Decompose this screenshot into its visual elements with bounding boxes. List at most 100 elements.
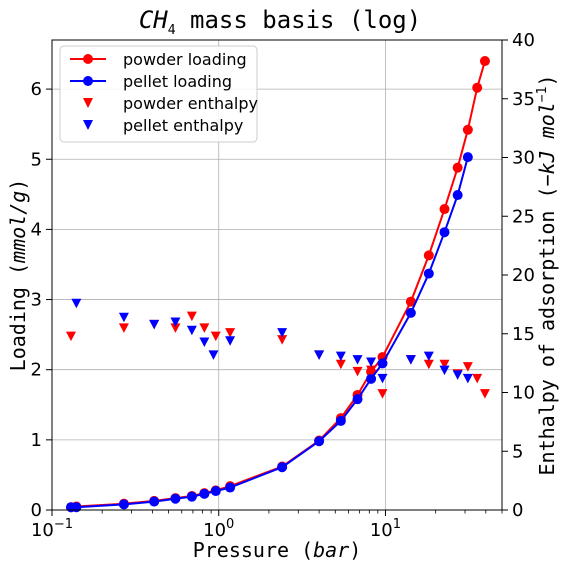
y-left-tick-label: 3 [31, 290, 42, 311]
y-left-tick-label: 1 [31, 430, 42, 451]
data-point-pellet-loading [186, 491, 197, 502]
y-axis-left-title-unit: mmol/g [6, 191, 30, 264]
data-point-pellet-enthalpy [423, 351, 434, 362]
y-left-tick-label: 4 [31, 219, 42, 240]
data-point-pellet-enthalpy [71, 298, 82, 309]
y-axis-left-title: Loading (mmol/g) [6, 179, 30, 372]
legend-label-pellet-enthalpy: pellet enthalpy [123, 116, 243, 135]
data-point-pellet-enthalpy [377, 373, 388, 384]
data-point-pellet-enthalpy [405, 355, 416, 365]
data-point-powder-loading [462, 124, 473, 135]
data-point-pellet-enthalpy [118, 312, 129, 323]
x-tick-base: 10 [203, 520, 226, 541]
y-right-tick-label: 20 [512, 265, 535, 286]
data-point-powder-enthalpy [199, 323, 210, 333]
data-point-powder-loading [472, 82, 483, 93]
data-point-pellet-loading [352, 394, 363, 405]
data-point-pellet-loading [210, 486, 221, 497]
data-point-pellet-loading [366, 373, 377, 384]
y-axis-right-title-text: Enthalpy of adsorption [535, 199, 559, 476]
y-right-tick-label: 15 [512, 324, 535, 345]
data-point-powder-loading [439, 204, 450, 215]
series-line-pellet-loading [71, 156, 469, 509]
y-right-tick-label: 35 [512, 89, 535, 110]
x-tick-exp: 0 [226, 517, 234, 532]
x-axis-title-open: ( [301, 538, 313, 562]
data-point-pellet-loading [71, 502, 82, 513]
data-point-pellet-enthalpy [314, 350, 325, 360]
data-point-powder-enthalpy [210, 331, 221, 342]
data-point-powder-enthalpy [277, 335, 288, 345]
y-axis-right-title-unit: kJ mol [535, 102, 559, 174]
chart-title-sub: 4 [168, 23, 176, 38]
x-tick-exp: 1 [393, 517, 401, 532]
data-point-powder-enthalpy [423, 359, 434, 370]
data-point-powder-loading [423, 250, 434, 261]
data-point-powder-enthalpy [170, 323, 181, 333]
data-point-pellet-enthalpy [352, 355, 363, 365]
y-left-tick-label: 5 [31, 149, 42, 170]
legend: powder loading pellet loading powder ent… [59, 45, 258, 143]
data-point-pellet-loading [405, 307, 416, 318]
y-axis-right-title: Enthalpy of adsorption (−kJ mol−1) [535, 75, 559, 476]
x-tick-label: 101 [370, 517, 401, 541]
y-axis-right-title-close: ) [535, 75, 559, 87]
legend-marker-pellet-enthalpy [83, 120, 93, 130]
chart-title: CH4 mass basis (log) [139, 6, 421, 38]
y-right-tick-label: 30 [512, 148, 535, 169]
data-point-powder-enthalpy [335, 359, 346, 370]
data-point-pellet-loading [149, 496, 160, 507]
x-axis-title-close: ) [349, 538, 361, 562]
data-point-powder-enthalpy [462, 362, 473, 372]
legend-box [59, 45, 258, 143]
chart-title-rest: mass basis (log) [176, 6, 422, 34]
y-axis-left-title-close: ) [6, 179, 30, 191]
data-point-powder-enthalpy [352, 366, 363, 377]
data-point-powder-enthalpy [366, 365, 377, 376]
data-point-powder-enthalpy [118, 323, 129, 333]
data-point-powder-loading [405, 296, 416, 307]
y-axis-right-title-open: ( [535, 187, 559, 199]
y-right-tick-label: 40 [512, 30, 535, 51]
data-point-powder-loading [452, 162, 463, 173]
series-pellet-enthalpy [71, 298, 473, 384]
y-right-tick-label: 10 [512, 383, 535, 404]
y-left-tick-label: 6 [31, 79, 42, 100]
data-point-pellet-enthalpy [199, 337, 210, 347]
y-axis-left-title-open: ( [6, 263, 30, 275]
legend-marker-powder-loading [83, 54, 93, 64]
y-axis-right-title-exp: −1 [535, 87, 550, 103]
data-point-pellet-enthalpy [452, 370, 463, 380]
x-tick-label: 100 [203, 517, 234, 541]
legend-marker-powder-enthalpy [83, 98, 93, 108]
data-point-pellet-enthalpy [186, 325, 197, 336]
data-point-pellet-loading [199, 488, 210, 499]
x-axis-title: Pressure (bar) [193, 538, 362, 562]
data-point-pellet-loading [335, 415, 346, 426]
data-point-pellet-enthalpy [335, 351, 346, 362]
x-tick-label: 10−1 [31, 517, 73, 541]
data-point-pellet-enthalpy [170, 317, 181, 327]
data-point-powder-enthalpy [479, 389, 490, 399]
data-point-pellet-loading [462, 152, 473, 163]
legend-label-powder-enthalpy: powder enthalpy [123, 94, 258, 113]
data-point-pellet-enthalpy [149, 319, 160, 330]
y-left-tick-label: 2 [31, 360, 42, 381]
data-point-pellet-loading [377, 358, 388, 369]
data-point-pellet-loading [225, 482, 236, 493]
x-tick-base: 10 [370, 520, 393, 541]
data-point-pellet-loading [170, 493, 181, 504]
data-point-pellet-loading [314, 436, 325, 447]
legend-item-pellet-enthalpy: pellet enthalpy [83, 116, 243, 135]
x-axis-title-text: Pressure [193, 538, 301, 562]
x-tick-exp: −1 [54, 517, 73, 532]
y-left-tick-label: 0 [31, 500, 42, 521]
series-pellet-loading [65, 152, 473, 513]
legend-item-powder-enthalpy: powder enthalpy [83, 94, 258, 113]
data-point-powder-enthalpy [186, 311, 197, 322]
data-point-powder-enthalpy [472, 373, 483, 384]
data-point-powder-loading [479, 56, 490, 67]
y-axis-right-title-minus: − [535, 174, 559, 186]
